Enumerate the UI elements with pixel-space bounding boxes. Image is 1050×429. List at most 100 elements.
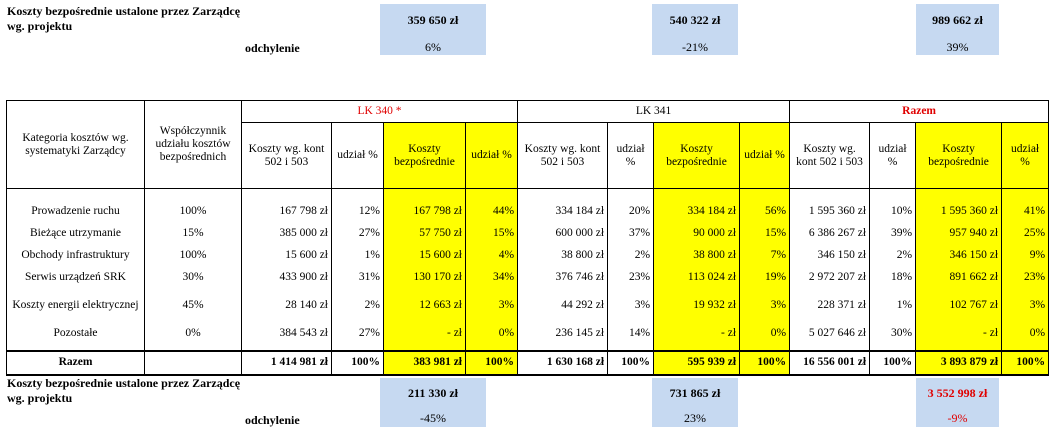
total-s3: 100% bbox=[869, 349, 917, 376]
group-total: Razem bbox=[789, 100, 1050, 123]
row-cell-p1: 44% bbox=[465, 200, 519, 223]
row-cell-p3: 23% bbox=[1001, 266, 1050, 289]
row-cell-d2: 38 800 zł bbox=[653, 244, 741, 267]
total-d2: 595 939 zł bbox=[653, 349, 741, 376]
row-cell-d3: 102 767 zł bbox=[915, 288, 1003, 323]
total-c1: 1 414 981 zł bbox=[241, 349, 332, 376]
row-coefficient: 100% bbox=[144, 244, 242, 267]
row-cell-d2: - zł bbox=[653, 322, 741, 345]
spacer-row bbox=[6, 344, 1050, 351]
row-coefficient: 45% bbox=[144, 288, 242, 323]
row-cell-p2: 3% bbox=[739, 288, 791, 323]
row-cell-p3: 9% bbox=[1001, 244, 1050, 267]
row-cell-c3: 228 371 zł bbox=[789, 288, 871, 323]
table-row: Prowadzenie ruchu 100% 167 798 zł 12% 167 79… bbox=[6, 200, 1050, 223]
top-total-value: 989 662 zł bbox=[916, 4, 999, 40]
row-cell-p1: 3% bbox=[465, 288, 519, 323]
header-category: Kategoria kosztów wg. systematyki Zarząd… bbox=[6, 100, 145, 189]
bottom-lk340-deviation: -45% bbox=[380, 411, 486, 427]
total-p2: 100% bbox=[739, 349, 791, 376]
row-cell-s1: 12% bbox=[331, 200, 384, 223]
row-cell-c2: 376 746 zł bbox=[517, 266, 609, 289]
row-category: Bieżące utrzymanie bbox=[6, 222, 145, 245]
total-d1: 383 981 zł bbox=[383, 349, 466, 376]
row-cell-c2: 38 800 zł bbox=[517, 244, 609, 267]
sub-direct-1: Koszty bezpośrednie bbox=[383, 122, 466, 189]
sub-share-2: udział % bbox=[607, 122, 655, 189]
sub-direct-2: Koszty bezpośrednie bbox=[653, 122, 741, 189]
row-cell-d1: 167 798 zł bbox=[383, 200, 466, 223]
row-cell-p2: 15% bbox=[739, 222, 791, 245]
row-cell-p3: 41% bbox=[1001, 200, 1050, 223]
row-category: Koszty energii elektrycznej bbox=[6, 288, 145, 323]
sub-dshare-3: udział % bbox=[1001, 122, 1050, 189]
top-lk341-deviation: -21% bbox=[652, 40, 738, 55]
row-cell-d3: 891 662 zł bbox=[915, 266, 1003, 289]
row-cell-c1: 433 900 zł bbox=[241, 266, 332, 289]
row-cell-c2: 334 184 zł bbox=[517, 200, 609, 223]
row-cell-s3: 2% bbox=[869, 244, 917, 267]
sub-direct-3: Koszty bezpośrednie bbox=[915, 122, 1003, 189]
row-cell-p2: 56% bbox=[739, 200, 791, 223]
sub-costs-1: Koszty wg. kont 502 i 503 bbox=[241, 122, 332, 189]
bottom-total-deviation: -9% bbox=[916, 411, 999, 427]
row-cell-p1: 4% bbox=[465, 244, 519, 267]
row-cell-s2: 20% bbox=[607, 200, 655, 223]
top-lk340-value: 359 650 zł bbox=[380, 4, 486, 40]
row-cell-s3: 10% bbox=[869, 200, 917, 223]
row-cell-s1: 1% bbox=[331, 244, 384, 267]
row-cell-d2: 334 184 zł bbox=[653, 200, 741, 223]
table-row: Serwis urządzeń SRK 30% 433 900 zł 31% 130 1… bbox=[6, 266, 1050, 289]
row-cell-s2: 37% bbox=[607, 222, 655, 245]
row-cell-c1: 28 140 zł bbox=[241, 288, 332, 323]
top-total-deviation: 39% bbox=[916, 40, 999, 55]
row-cell-d2: 19 932 zł bbox=[653, 288, 741, 323]
row-cell-d3: - zł bbox=[915, 322, 1003, 345]
total-label: Razem bbox=[6, 349, 145, 376]
sub-share-3: udział % bbox=[869, 122, 917, 189]
row-cell-d1: 12 663 zł bbox=[383, 288, 466, 323]
row-cell-c1: 384 543 zł bbox=[241, 322, 332, 345]
row-cell-s2: 3% bbox=[607, 288, 655, 323]
row-cell-c1: 385 000 zł bbox=[241, 222, 332, 245]
total-p3: 100% bbox=[1001, 349, 1050, 376]
row-cell-s1: 27% bbox=[331, 222, 384, 245]
row-cell-c2: 44 292 zł bbox=[517, 288, 609, 323]
row-cell-s2: 23% bbox=[607, 266, 655, 289]
row-cell-c1: 167 798 zł bbox=[241, 200, 332, 223]
row-cell-c3: 2 972 207 zł bbox=[789, 266, 871, 289]
total-s2: 100% bbox=[607, 349, 655, 376]
row-cell-s3: 39% bbox=[869, 222, 917, 245]
total-c2: 1 630 168 zł bbox=[517, 349, 609, 376]
sub-dshare-1: udział % bbox=[465, 122, 519, 189]
sub-costs-3: Koszty wg. kont 502 i 503 bbox=[789, 122, 871, 189]
row-cell-p3: 0% bbox=[1001, 322, 1050, 345]
row-cell-s3: 18% bbox=[869, 266, 917, 289]
row-cell-d1: 57 750 zł bbox=[383, 222, 466, 245]
sub-costs-2: Koszty wg. kont 502 i 503 bbox=[517, 122, 609, 189]
row-coefficient: 0% bbox=[144, 322, 242, 345]
row-cell-p1: 15% bbox=[465, 222, 519, 245]
row-cell-p2: 19% bbox=[739, 266, 791, 289]
row-cell-c2: 600 000 zł bbox=[517, 222, 609, 245]
header-coefficient: Współczynnik udziału kosztów bezpośredni… bbox=[144, 100, 242, 189]
row-cell-p1: 34% bbox=[465, 266, 519, 289]
row-coefficient: 100% bbox=[144, 200, 242, 223]
total-d3: 3 893 879 zł bbox=[915, 349, 1003, 376]
group-lk341: LK 341 bbox=[517, 100, 791, 123]
row-cell-s3: 30% bbox=[869, 322, 917, 345]
group-lk340: LK 340 * bbox=[241, 100, 519, 123]
row-cell-d2: 113 024 zł bbox=[653, 266, 741, 289]
row-cell-s2: 2% bbox=[607, 244, 655, 267]
table-row: Bieżące utrzymanie 15% 385 000 zł 27% 57 750… bbox=[6, 222, 1050, 245]
bottom-lk340-value: 211 330 zł bbox=[380, 378, 486, 411]
bottom-summary-label: Koszty bezpośrednie ustalone przez Zarzą… bbox=[7, 376, 241, 405]
row-category: Prowadzenie ruchu bbox=[6, 200, 145, 223]
row-cell-c3: 1 595 360 zł bbox=[789, 200, 871, 223]
row-cell-c1: 15 600 zł bbox=[241, 244, 332, 267]
row-category: Serwis urządzeń SRK bbox=[6, 266, 145, 289]
top-deviation-label: odchylenie bbox=[245, 41, 300, 55]
row-cell-d1: 15 600 zł bbox=[383, 244, 466, 267]
row-coefficient: 30% bbox=[144, 266, 242, 289]
row-cell-c2: 236 145 zł bbox=[517, 322, 609, 345]
